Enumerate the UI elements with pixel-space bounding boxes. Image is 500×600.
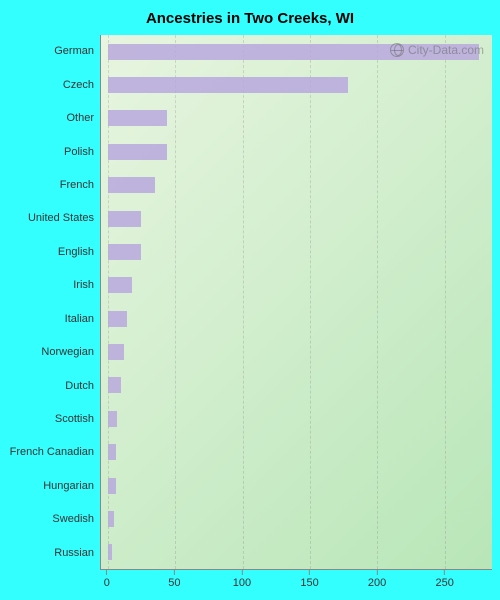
bar <box>108 144 167 160</box>
x-axis-row: 0 50 100 150 200 250 <box>8 570 492 592</box>
bar <box>108 344 124 360</box>
y-axis-label: Hungarian <box>8 481 94 492</box>
y-axis-label: Dutch <box>8 381 94 392</box>
x-tick-label: 250 <box>436 577 454 589</box>
y-axis-label: Italian <box>8 314 94 325</box>
x-tick-mark <box>309 570 310 575</box>
y-axis-label: French Canadian <box>8 447 94 458</box>
chart-title: Ancestries in Two Creeks, WI <box>8 10 492 27</box>
bar <box>108 211 142 227</box>
bar <box>108 544 112 560</box>
bar-slot <box>101 177 492 193</box>
y-axis-label: United States <box>8 213 94 224</box>
bar-slot <box>101 244 492 260</box>
page: Ancestries in Two Creeks, WI German Czech… <box>0 0 500 600</box>
bar <box>108 511 115 527</box>
watermark-text: City-Data.com <box>408 43 484 57</box>
x-tick-label: 50 <box>168 577 180 589</box>
x-axis-spacer <box>8 570 100 592</box>
bar-slot <box>101 311 492 327</box>
bar <box>108 478 116 494</box>
y-axis-label: Irish <box>8 280 94 291</box>
x-tick-mark <box>106 570 107 575</box>
y-axis-label: French <box>8 180 94 191</box>
bar <box>108 444 116 460</box>
bar <box>108 110 167 126</box>
bar-slot <box>101 110 492 126</box>
bar-slot <box>101 544 492 560</box>
x-tick: 250 <box>436 570 454 589</box>
x-tick-mark <box>444 570 445 575</box>
y-axis-label: Other <box>8 113 94 124</box>
x-tick: 200 <box>368 570 386 589</box>
bar <box>108 177 155 193</box>
bar-slot <box>101 411 492 427</box>
x-tick-label: 150 <box>300 577 318 589</box>
y-axis-label: Norwegian <box>8 347 94 358</box>
y-axis-labels: German Czech Other Polish French United State… <box>8 35 100 570</box>
bar-slot <box>101 377 492 393</box>
plot-wrap: German Czech Other Polish French United State… <box>8 35 492 592</box>
x-tick-label: 0 <box>104 577 110 589</box>
bar-slot <box>101 478 492 494</box>
plot-row: German Czech Other Polish French United State… <box>8 35 492 570</box>
y-axis-label: Czech <box>8 80 94 91</box>
bar-slot <box>101 277 492 293</box>
x-tick: 50 <box>168 570 180 589</box>
bar <box>108 244 142 260</box>
bar <box>108 377 121 393</box>
watermark: City-Data.com <box>390 43 484 57</box>
x-tick-mark <box>377 570 378 575</box>
x-tick-mark <box>241 570 242 575</box>
y-axis-label: Swedish <box>8 514 94 525</box>
x-tick: 0 <box>104 570 110 589</box>
bar-slot <box>101 511 492 527</box>
y-axis-label: German <box>8 46 94 57</box>
bar <box>108 411 117 427</box>
x-tick-label: 100 <box>233 577 251 589</box>
y-axis-label: Russian <box>8 548 94 559</box>
x-axis: 0 50 100 150 200 250 <box>100 570 492 592</box>
y-axis-label: Scottish <box>8 414 94 425</box>
bar-slot <box>101 144 492 160</box>
bar-slot <box>101 77 492 93</box>
bar <box>108 77 348 93</box>
bar-slot <box>101 211 492 227</box>
bars-container <box>101 35 492 569</box>
bar-slot <box>101 444 492 460</box>
bar-slot <box>101 344 492 360</box>
plot-area: City-Data.com <box>100 35 492 570</box>
y-axis-label: Polish <box>8 147 94 158</box>
bar <box>108 311 127 327</box>
y-axis-label: English <box>8 247 94 258</box>
x-tick: 100 <box>233 570 251 589</box>
x-tick: 150 <box>300 570 318 589</box>
x-tick-mark <box>174 570 175 575</box>
bar <box>108 277 132 293</box>
x-tick-label: 200 <box>368 577 386 589</box>
globe-icon <box>390 43 404 57</box>
